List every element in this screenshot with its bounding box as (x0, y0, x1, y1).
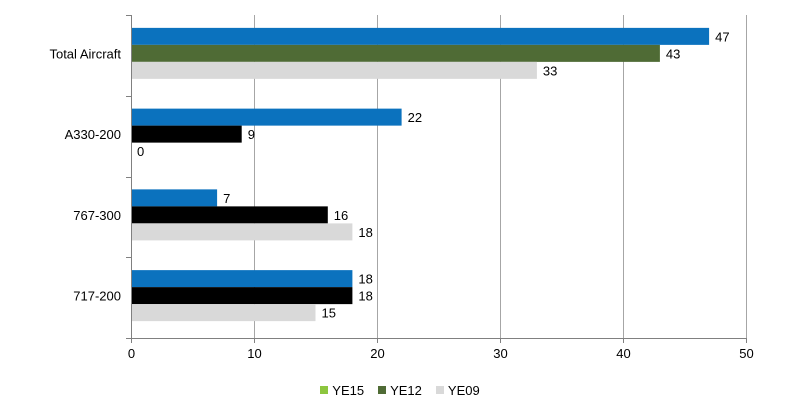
data-label: 47 (715, 29, 729, 44)
legend-item-ye09: YE09 (436, 383, 480, 398)
bar (131, 223, 352, 240)
x-tick-label: 0 (128, 346, 135, 361)
y-category-label: A330-200 (65, 127, 121, 142)
x-tick-label: 30 (493, 346, 507, 361)
x-tick-label: 10 (247, 346, 261, 361)
bar (131, 270, 352, 287)
legend-swatch-ye12 (378, 386, 386, 394)
legend-label-ye15: YE15 (332, 383, 364, 398)
bar (131, 287, 352, 304)
data-label: 15 (322, 306, 336, 321)
data-label: 18 (358, 289, 372, 304)
x-tick-label: 50 (739, 346, 753, 361)
bar (131, 62, 537, 79)
legend-label-ye09: YE09 (448, 383, 480, 398)
x-tick-label: 40 (616, 346, 630, 361)
x-tick-label: 20 (370, 346, 384, 361)
legend-label-ye12: YE12 (390, 383, 422, 398)
bar (131, 28, 709, 45)
data-label: 43 (666, 46, 680, 61)
bar (131, 189, 217, 206)
data-label: 16 (334, 208, 348, 223)
data-label: 18 (358, 272, 372, 287)
y-category-label: Total Aircraft (49, 46, 121, 61)
legend-item-ye12: YE12 (378, 383, 422, 398)
bar (131, 206, 328, 223)
bar (131, 304, 316, 321)
bar-chart: 0 10 20 30 40 50 Total Aircraft 47 43 33 A330-200 2… (0, 0, 800, 402)
legend: YE15 YE12 YE09 (0, 382, 800, 398)
data-label: 0 (137, 144, 144, 159)
data-label: 18 (358, 225, 372, 240)
legend-swatch-ye09 (436, 386, 444, 394)
data-label: 33 (543, 63, 557, 78)
bar (131, 45, 660, 62)
legend-item-ye15: YE15 (320, 383, 364, 398)
y-category-label: 717-200 (73, 289, 121, 304)
bars-group (131, 28, 709, 321)
bar (131, 126, 242, 143)
y-category-label: 767-300 (73, 208, 121, 223)
legend-swatch-ye15 (320, 386, 328, 394)
data-label: 9 (248, 127, 255, 142)
data-label: 7 (223, 191, 230, 206)
data-label: 22 (408, 110, 422, 125)
bar (131, 109, 402, 126)
